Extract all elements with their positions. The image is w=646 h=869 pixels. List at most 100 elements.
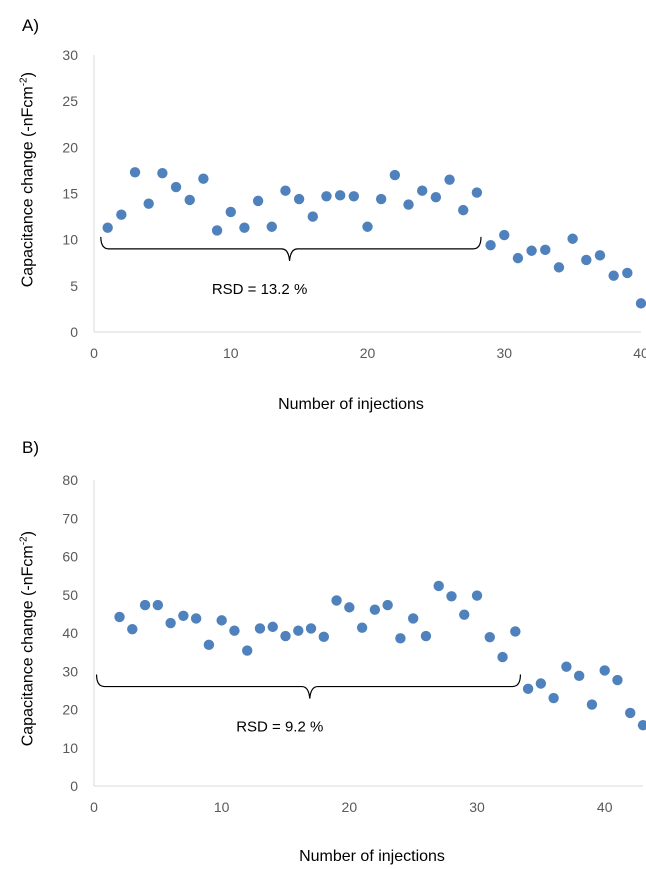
data-point [637, 719, 646, 731]
y-tick-label: 20 [62, 139, 78, 155]
data-point [242, 645, 253, 656]
chart-panel-b: B) Capacitance change (-nFcm-2) Number o… [0, 430, 646, 869]
scatter-plot: 0 10 20 30 40 50 60 70 80 0 10 20 30 40 RSD = 9.2 % [62, 472, 646, 815]
y-tick-label: 10 [62, 740, 78, 756]
data-point [102, 222, 113, 233]
data-point [318, 631, 330, 643]
data-point [389, 169, 401, 181]
data-point [599, 665, 610, 676]
data-point [293, 193, 305, 205]
data-point [612, 674, 623, 686]
data-point [280, 185, 291, 196]
data-point [369, 604, 381, 615]
data-point [635, 298, 646, 309]
data-point [446, 591, 457, 602]
x-tick-label: 40 [597, 799, 613, 815]
data-point [471, 187, 483, 198]
data-point [497, 651, 508, 663]
data-point [535, 678, 547, 689]
chart-panel-a: A) Capacitance change (-nFcm-2) Number o… [0, 0, 646, 430]
data-point [362, 221, 373, 232]
data-point [184, 194, 195, 206]
x-tick-label: 10 [223, 345, 239, 361]
x-tick-label: 10 [214, 799, 230, 815]
y-tick-label: 25 [62, 93, 78, 109]
data-point [581, 254, 592, 266]
data-point [484, 632, 495, 643]
data-point [403, 199, 414, 210]
x-axis-label: Number of injections [278, 396, 424, 413]
data-point [526, 245, 537, 256]
data-point [417, 185, 428, 196]
data-point [216, 615, 227, 626]
data-point [499, 229, 510, 241]
data-point [229, 625, 240, 636]
data-point [407, 613, 419, 624]
data-point [157, 167, 168, 179]
data-point [344, 602, 355, 613]
data-point [305, 623, 317, 634]
data-point [471, 590, 483, 601]
data-point [586, 699, 598, 710]
y-tick-label: 30 [62, 47, 78, 63]
data-point [375, 193, 387, 205]
y-tick-label: 50 [62, 587, 78, 603]
data-point [178, 610, 189, 621]
x-tick-label: 40 [633, 345, 646, 361]
data-point [252, 195, 264, 207]
data-point [356, 622, 368, 633]
data-point [573, 670, 585, 682]
data-point [485, 240, 496, 251]
data-point [225, 206, 236, 218]
data-point [211, 225, 223, 236]
data-point [331, 595, 342, 606]
data-point [561, 661, 572, 672]
data-point [129, 167, 141, 178]
y-tick-label: 0 [70, 324, 78, 340]
data-point [594, 250, 606, 261]
data-point [348, 191, 360, 202]
data-point [143, 198, 154, 209]
data-point [127, 623, 138, 635]
data-point [458, 204, 469, 216]
rsd-annotation: RSD = 9.2 % [236, 719, 323, 736]
data-point [190, 613, 202, 624]
panel-label: A) [22, 16, 39, 35]
data-point [165, 617, 176, 629]
data-point [198, 173, 209, 184]
rsd-bracket [100, 236, 482, 261]
data-point [280, 630, 291, 642]
y-tick-label: 80 [62, 472, 78, 488]
data-point [139, 599, 151, 611]
data-point [395, 633, 406, 644]
scatter-plot: 0 5 10 15 20 25 30 0 10 20 30 40 RSD = 13.2 % [62, 47, 646, 361]
x-tick-label: 30 [496, 345, 512, 361]
y-tick-label: 20 [62, 702, 78, 718]
data-point [444, 174, 455, 185]
y-tick-label: 30 [62, 663, 78, 679]
x-axis-label: Number of injections [299, 848, 445, 865]
data-point [321, 191, 332, 202]
data-point [382, 599, 393, 611]
y-tick-label: 40 [62, 625, 78, 641]
data-point [430, 191, 442, 203]
data-point [114, 611, 125, 623]
data-point [553, 262, 565, 273]
y-tick-label: 70 [62, 510, 78, 526]
data-point [170, 181, 182, 193]
data-point [203, 639, 215, 651]
y-tick-label: 15 [62, 186, 78, 202]
data-point [116, 209, 127, 220]
data-point [608, 270, 619, 281]
data-point [567, 233, 578, 244]
data-point [293, 625, 304, 636]
data-point [254, 623, 266, 634]
data-point [152, 599, 164, 611]
panel-label: B) [22, 438, 39, 457]
y-tick-label: 5 [70, 278, 78, 294]
data-point [522, 683, 534, 695]
x-tick-label: 0 [90, 799, 98, 815]
x-tick-label: 30 [469, 799, 485, 815]
data-point [622, 267, 633, 279]
x-tick-label: 0 [90, 345, 98, 361]
